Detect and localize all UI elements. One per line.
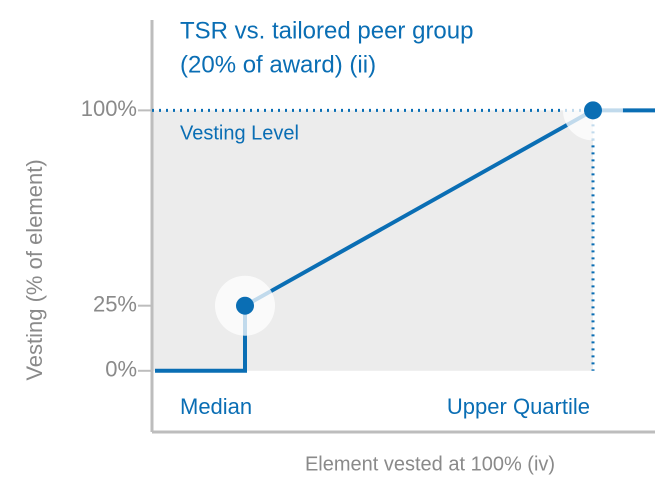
annotation: Vesting Level [180,122,299,144]
chart-title: TSR vs. tailored peer group [180,17,473,44]
x-axis-label: Element vested at 100% (iv) [305,453,555,475]
chart-subtitle: (20% of award) (ii) [180,51,376,78]
y-tick-label: 25% [93,292,137,317]
x-tick-label: Median [180,394,252,419]
marker [584,101,602,120]
marker [236,296,254,315]
y-tick-label: 100% [81,96,137,121]
line [244,108,594,308]
y-tick-label: 0% [105,357,137,382]
x-tick-label: Upper Quartile [447,394,590,419]
y-axis-label: Vesting (% of element) [22,159,47,380]
